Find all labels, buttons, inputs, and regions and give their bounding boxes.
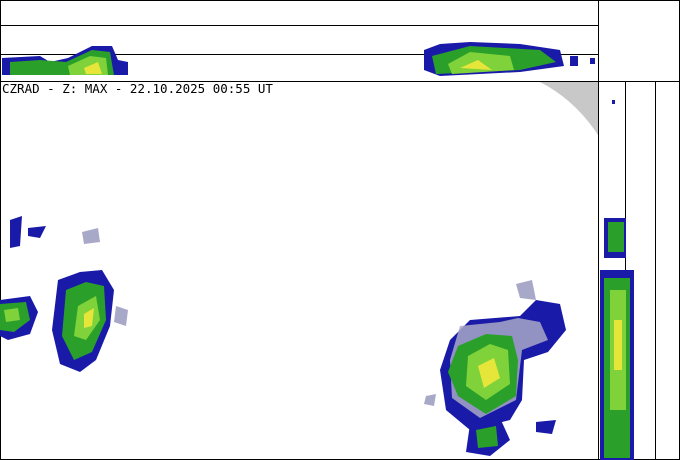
right-side-view-echoes — [600, 100, 634, 460]
radar-title: CZRAD - Z: MAX - 22.10.2025 00:55 UT — [2, 81, 273, 96]
top-side-view-echoes — [2, 42, 595, 76]
precipitation-echoes — [0, 216, 566, 456]
out-of-range-area — [540, 82, 598, 135]
